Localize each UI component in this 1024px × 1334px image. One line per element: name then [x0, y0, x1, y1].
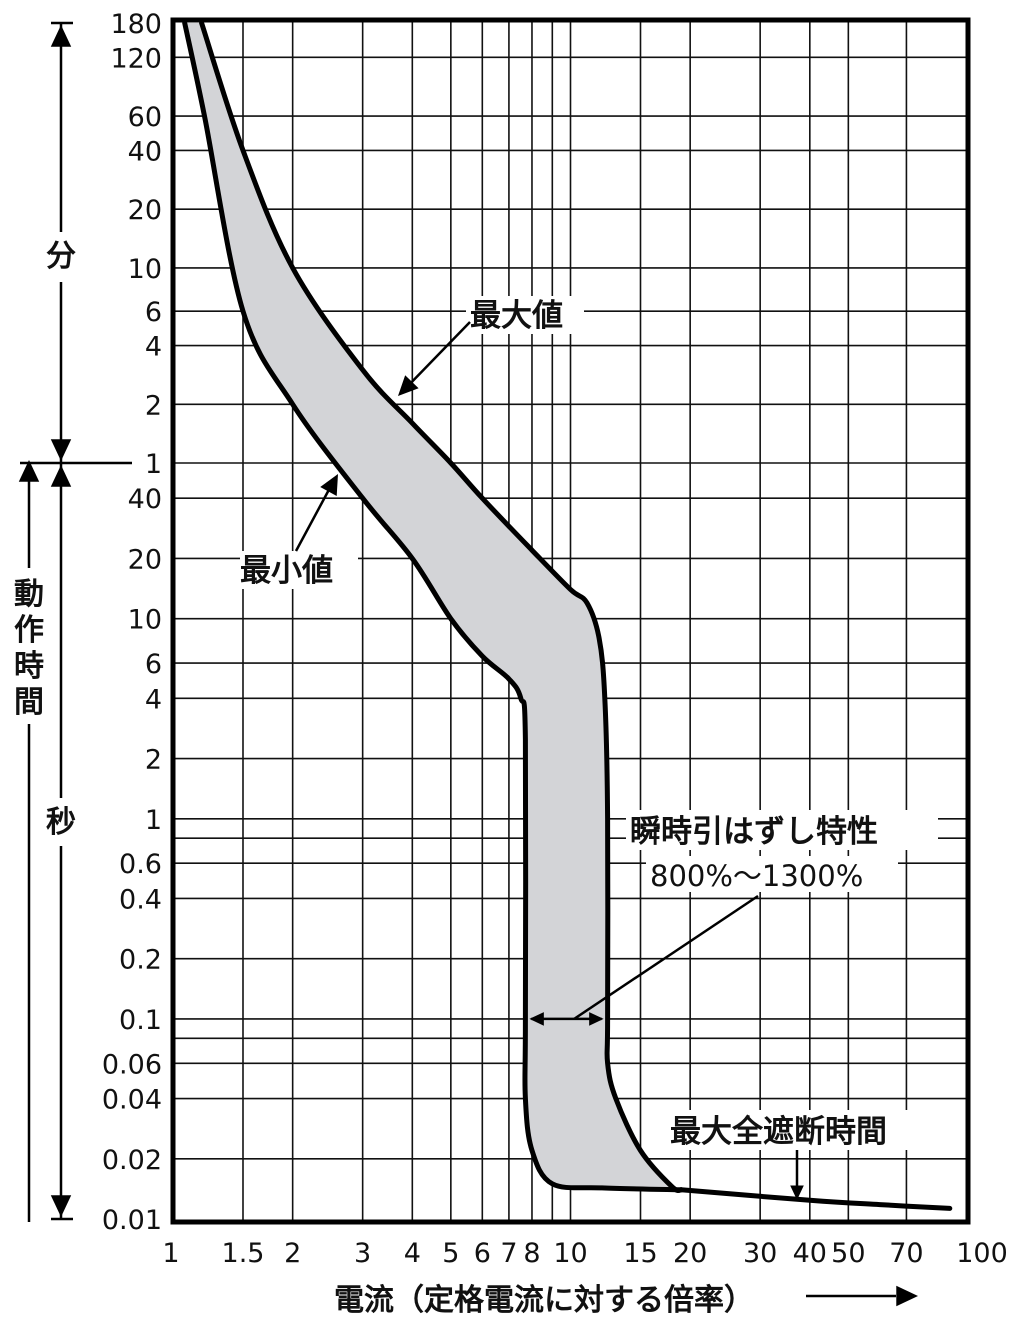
y-tick-min-60: 60	[128, 102, 162, 133]
x-tick-10: 10	[553, 1238, 587, 1269]
y-tick-sec-0.4: 0.4	[119, 884, 162, 915]
y-tick-min-1: 1	[145, 449, 162, 480]
max-leader	[403, 321, 471, 391]
min-label: 最小値	[240, 553, 333, 589]
x-tick-7: 7	[500, 1238, 517, 1269]
x-tick-8: 8	[523, 1238, 540, 1269]
arrowhead	[896, 1285, 918, 1307]
x-tick-labels: 1 1.5 2 3 4 5 6 7 8 10 15 20 30 40 50 70 100	[162, 1238, 1007, 1269]
arrowhead	[320, 474, 338, 496]
y-tick-min-120: 120	[110, 43, 162, 74]
min-curve	[182, 20, 684, 1193]
minutes-unit-label: 分	[46, 239, 76, 274]
y-tick-sec-20: 20	[128, 544, 162, 575]
x-tick-20: 20	[673, 1238, 707, 1269]
arrowhead	[50, 439, 72, 461]
y-tick-sec-0.1: 0.1	[119, 1005, 162, 1036]
x-tick-4: 4	[404, 1238, 421, 1269]
y-axis-title-char: 作	[14, 613, 44, 648]
x-tick-1.5: 1.5	[222, 1238, 265, 1269]
y-tick-sec-6: 6	[145, 649, 162, 680]
y-axis-title-char: 時	[14, 649, 44, 684]
tripping-band	[184, 23, 682, 1191]
x-tick-2: 2	[284, 1238, 301, 1269]
y-tick-min-40: 40	[128, 136, 162, 167]
y-tick-min-4: 4	[145, 332, 162, 363]
max-label: 最大値	[470, 298, 563, 334]
arrowhead	[50, 1195, 72, 1217]
x-tick-40: 40	[793, 1238, 827, 1269]
label-background	[240, 551, 358, 589]
instantaneous-label: 瞬時引はずし特性	[630, 814, 878, 850]
x-tick-6: 6	[474, 1238, 491, 1269]
x-tick-5: 5	[442, 1238, 459, 1269]
label-background	[668, 1110, 924, 1150]
y-tick-sec-0.06: 0.06	[102, 1049, 162, 1080]
max-curve	[199, 20, 684, 1194]
x-axis-title: 電流（定格電流に対する倍率）	[334, 1283, 754, 1318]
y-tick-min-2: 2	[145, 390, 162, 421]
plot-frame	[170, 17, 971, 1225]
y-tick-min-180: 180	[110, 9, 162, 40]
y-axis-title-char: 動	[14, 577, 44, 612]
arrowhead	[18, 460, 40, 482]
y-tick-min-20: 20	[128, 195, 162, 226]
min-leader	[294, 483, 334, 552]
y-tick-sec-0.02: 0.02	[102, 1145, 162, 1176]
y-tick-min-10: 10	[128, 254, 162, 285]
x-tick-3: 3	[354, 1238, 371, 1269]
y-tick-sec-1: 1	[145, 805, 162, 836]
x-tick-70: 70	[889, 1238, 923, 1269]
y-tick-sec-4: 4	[145, 684, 162, 715]
arrowhead	[790, 1185, 804, 1200]
arrowhead	[50, 465, 72, 487]
instantaneous-range-label: 800%〜1300%	[650, 859, 863, 893]
x-tick-30: 30	[743, 1238, 777, 1269]
y-tick-sec-0.01: 0.01	[102, 1205, 162, 1236]
x-tick-50: 50	[831, 1238, 865, 1269]
y-axis-title-char: 間	[14, 685, 44, 720]
y-tick-sec-10: 10	[128, 605, 162, 636]
x-tick-15: 15	[623, 1238, 657, 1269]
total-clearing-curve	[678, 1187, 953, 1211]
y-tick-sec-2: 2	[145, 745, 162, 776]
arrowhead	[529, 1012, 544, 1026]
x-tick-1: 1	[162, 1238, 179, 1269]
arrowhead	[589, 1012, 604, 1026]
label-background	[626, 810, 938, 850]
arrowhead	[398, 375, 419, 396]
total-clearing-label: 最大全遮断時間	[670, 1114, 887, 1150]
instantaneous-leader	[573, 894, 759, 1021]
label-background	[646, 856, 898, 892]
seconds-unit-label: 秒	[46, 805, 76, 840]
label-background	[466, 296, 584, 334]
y-tick-sec-0.2: 0.2	[119, 945, 162, 976]
y-tick-min-6: 6	[145, 297, 162, 328]
arrowhead	[50, 25, 72, 47]
x-tick-100: 100	[956, 1238, 1008, 1269]
y-tick-sec-0.6: 0.6	[119, 849, 162, 880]
y-tick-labels: 18012060402010642140201064210.60.40.20.1…	[102, 9, 162, 1236]
y-tick-sec-40: 40	[128, 484, 162, 515]
y-tick-sec-0.04: 0.04	[102, 1085, 162, 1116]
